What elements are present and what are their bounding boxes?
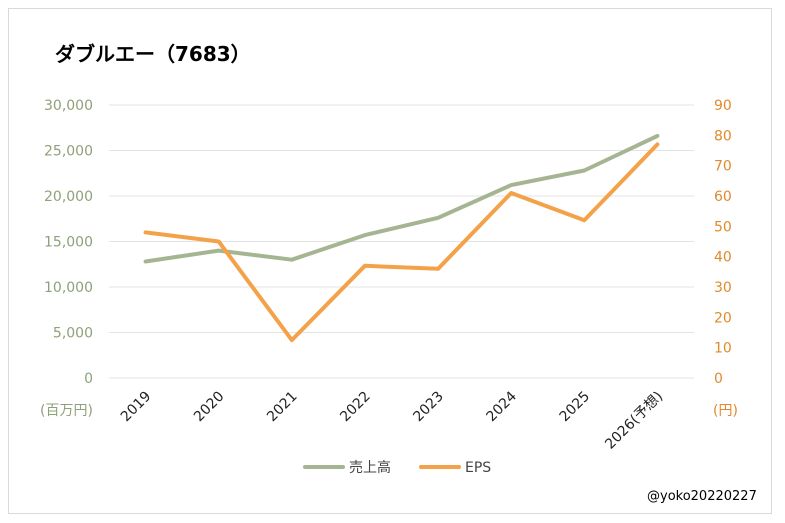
left-axis-unit: (百万円) bbox=[40, 403, 93, 419]
right-tick-label: 90 bbox=[714, 98, 732, 114]
left-axis-ticks: 0 5,000 10,000 15,000 20,000 25,000 30,000 bbox=[44, 98, 93, 387]
legend: 売上高 EPS bbox=[303, 459, 491, 476]
x-tick-label: 2020 bbox=[191, 389, 228, 426]
chart-svg: ダブルエー（7683） 0 5,000 10,000 15,000 20,000 25,0… bbox=[40, 42, 757, 504]
credit-text: @yoko20220227 bbox=[647, 489, 757, 504]
x-tick-label: 2022 bbox=[337, 389, 374, 426]
legend-label: EPS bbox=[465, 460, 491, 476]
right-axis-ticks: 0 10 20 30 40 50 60 70 80 90 bbox=[714, 98, 732, 387]
left-tick-label: 0 bbox=[84, 371, 93, 387]
legend-label: 売上高 bbox=[349, 459, 391, 476]
gridlines bbox=[109, 104, 694, 379]
x-axis-ticks: 2019 2020 2021 2022 2023 2024 2025 2026(予想) bbox=[118, 388, 666, 452]
right-tick-label: 60 bbox=[714, 189, 732, 205]
right-tick-label: 30 bbox=[714, 280, 732, 296]
series-line-sales bbox=[143, 133, 660, 264]
left-tick-label: 15,000 bbox=[44, 235, 93, 251]
x-tick-label: 2023 bbox=[410, 389, 447, 426]
right-tick-label: 50 bbox=[714, 219, 732, 235]
left-tick-label: 30,000 bbox=[44, 98, 93, 114]
right-tick-label: 40 bbox=[714, 250, 732, 266]
right-tick-label: 10 bbox=[714, 341, 732, 357]
right-tick-label: 20 bbox=[714, 310, 732, 326]
left-tick-label: 10,000 bbox=[44, 280, 93, 296]
x-tick-label: 2026(予想) bbox=[602, 389, 666, 453]
right-axis-unit: (円) bbox=[713, 403, 738, 419]
series-line-eps bbox=[143, 142, 660, 343]
left-tick-label: 25,000 bbox=[44, 144, 93, 160]
right-tick-label: 80 bbox=[714, 128, 732, 144]
x-tick-label: 2025 bbox=[557, 389, 594, 426]
x-tick-label: 2021 bbox=[264, 389, 301, 426]
right-tick-label: 70 bbox=[714, 159, 732, 175]
right-tick-label: 0 bbox=[714, 371, 723, 387]
x-tick-label: 2019 bbox=[118, 389, 155, 426]
chart-frame: ダブルエー（7683） 0 5,000 10,000 15,000 20,000 25,0… bbox=[8, 8, 772, 514]
left-tick-label: 5,000 bbox=[53, 326, 93, 342]
chart-title: ダブルエー（7683） bbox=[55, 42, 251, 66]
series-group bbox=[143, 133, 660, 343]
left-tick-label: 20,000 bbox=[44, 189, 93, 205]
x-tick-label: 2024 bbox=[484, 388, 521, 425]
